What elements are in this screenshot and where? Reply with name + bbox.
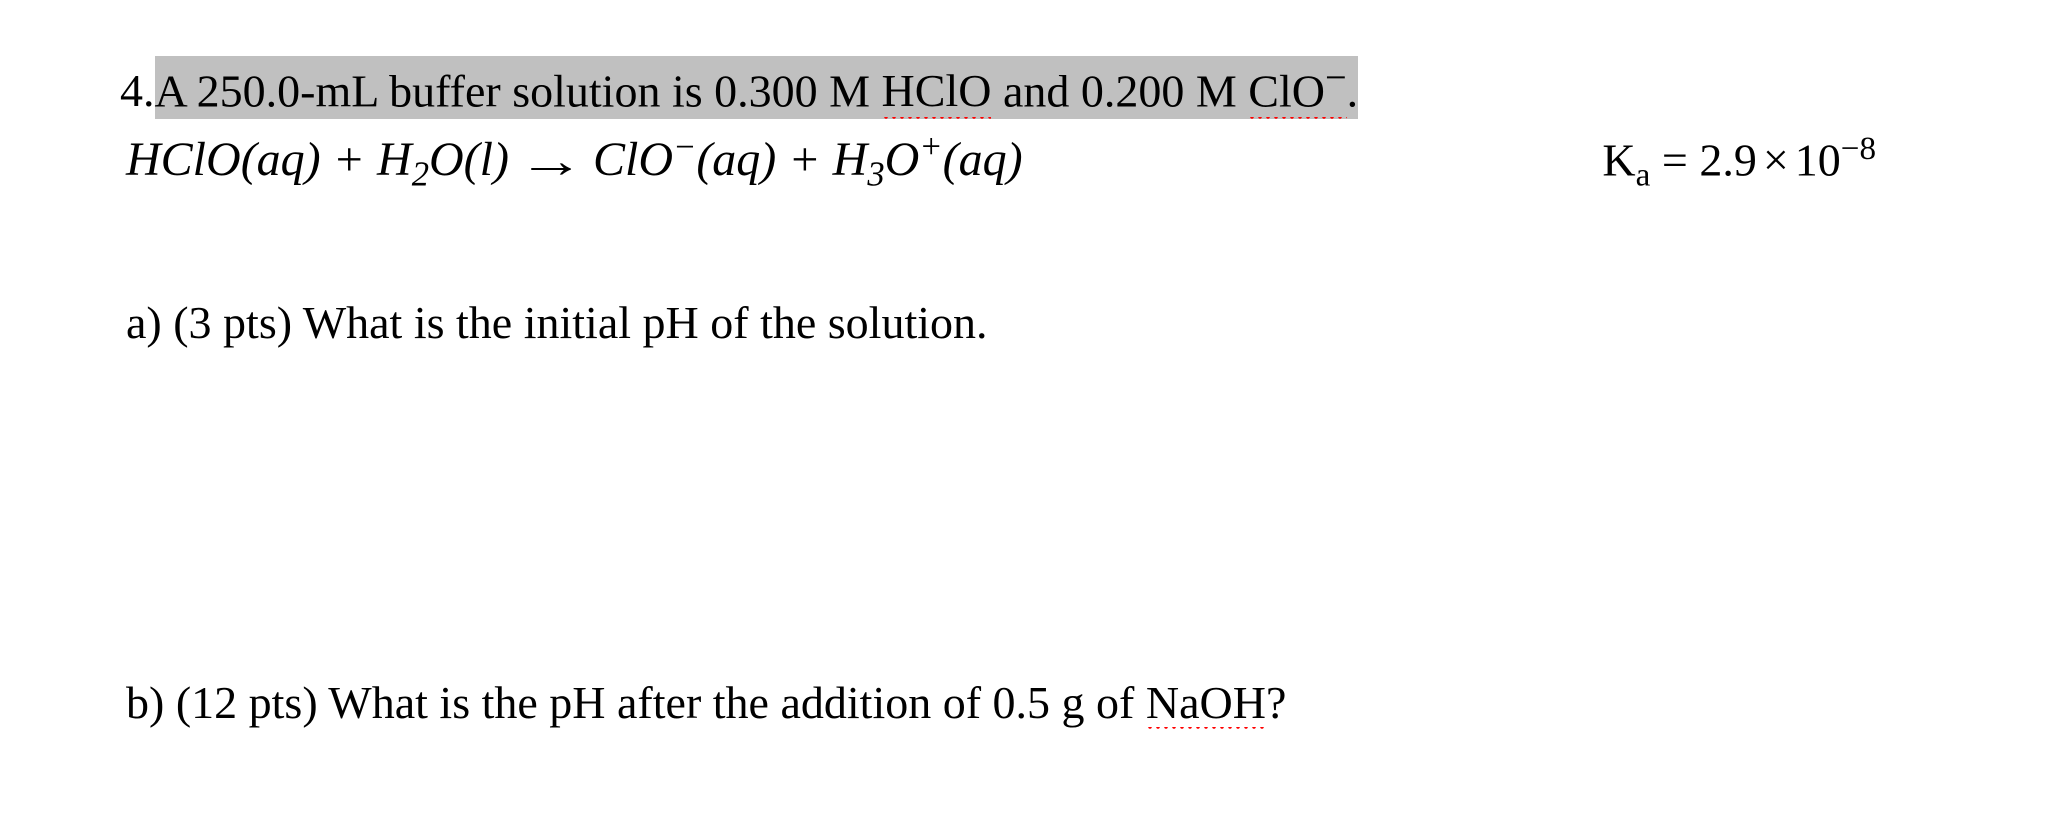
eq-sub2a: 2 <box>412 156 429 194</box>
eq-h2: H <box>833 133 868 186</box>
page: 4. A 250.0-mL buffer solution is 0.300 M… <box>0 0 2046 822</box>
naoh-text: NaOH <box>1146 676 1266 729</box>
question-number: 4. <box>120 63 155 118</box>
part-b-end: ? <box>1266 677 1286 728</box>
arrow-icon: → <box>517 134 584 189</box>
eq-clo: ClO <box>593 133 673 186</box>
equation-row: HClO(aq) + H2O(l) → ClO−(aq) + H3O+(aq) … <box>126 128 1926 195</box>
ka-times: × <box>1763 134 1789 185</box>
part-b-pre: b) (12 pts) What is the pH after the add… <box>126 677 1146 728</box>
eq-minus: − <box>673 128 696 166</box>
ka-ten: 10 <box>1795 134 1841 185</box>
eq-aq1: aq <box>257 133 305 186</box>
eq-p2c: ) <box>760 133 776 186</box>
eq-o1: O <box>429 133 464 186</box>
eq-l: l <box>480 133 493 186</box>
hclo-text: HClO <box>882 63 992 118</box>
ka-exp: −8 <box>1841 130 1876 167</box>
eq-p1a: ( <box>241 133 257 186</box>
eq-p2a: ) <box>305 133 321 186</box>
clo-super: − <box>1325 57 1347 99</box>
equation: HClO(aq) + H2O(l) → ClO−(aq) + H3O+(aq) <box>126 128 1023 195</box>
eq-sub3: 3 <box>867 156 884 194</box>
eq-p2d: ) <box>1007 133 1023 186</box>
eq-p1c: ( <box>696 133 712 186</box>
question-text-mid: and 0.200 M <box>991 65 1248 116</box>
eq-aq3: aq <box>959 133 1007 186</box>
question-highlight: A 250.0-mL buffer solution is 0.300 M HC… <box>155 56 1359 119</box>
eq-hclo: HClO <box>126 133 241 186</box>
eq-p1b: ( <box>464 133 480 186</box>
part-b: b) (12 pts) What is the pH after the add… <box>126 676 1286 729</box>
eq-o2: O <box>885 133 920 186</box>
question-text-pre: A 250.0-mL buffer solution is 0.300 M <box>155 65 882 116</box>
eq-h1: H <box>377 133 412 186</box>
question-text-end: . <box>1347 65 1359 116</box>
question-line: 4. A 250.0-mL buffer solution is 0.300 M… <box>120 56 1358 119</box>
ka-value: Ka = 2.9×10−8 <box>1602 130 1926 195</box>
ka-mantissa: 2.9 <box>1699 134 1757 185</box>
ka-eq: = <box>1650 134 1699 185</box>
eq-pluscharge: + <box>919 128 942 166</box>
eq-plus2: + <box>788 133 820 186</box>
part-a: a) (3 pts) What is the initial pH of the… <box>126 296 988 349</box>
ka-a: a <box>1636 156 1651 193</box>
eq-p1d: ( <box>943 133 959 186</box>
ka-K: K <box>1602 134 1635 185</box>
eq-p2b: ) <box>493 133 509 186</box>
eq-plus1: + <box>333 133 365 186</box>
clo-text: ClO− <box>1248 56 1346 119</box>
eq-aq2: aq <box>712 133 760 186</box>
clo-base: ClO <box>1248 65 1325 116</box>
